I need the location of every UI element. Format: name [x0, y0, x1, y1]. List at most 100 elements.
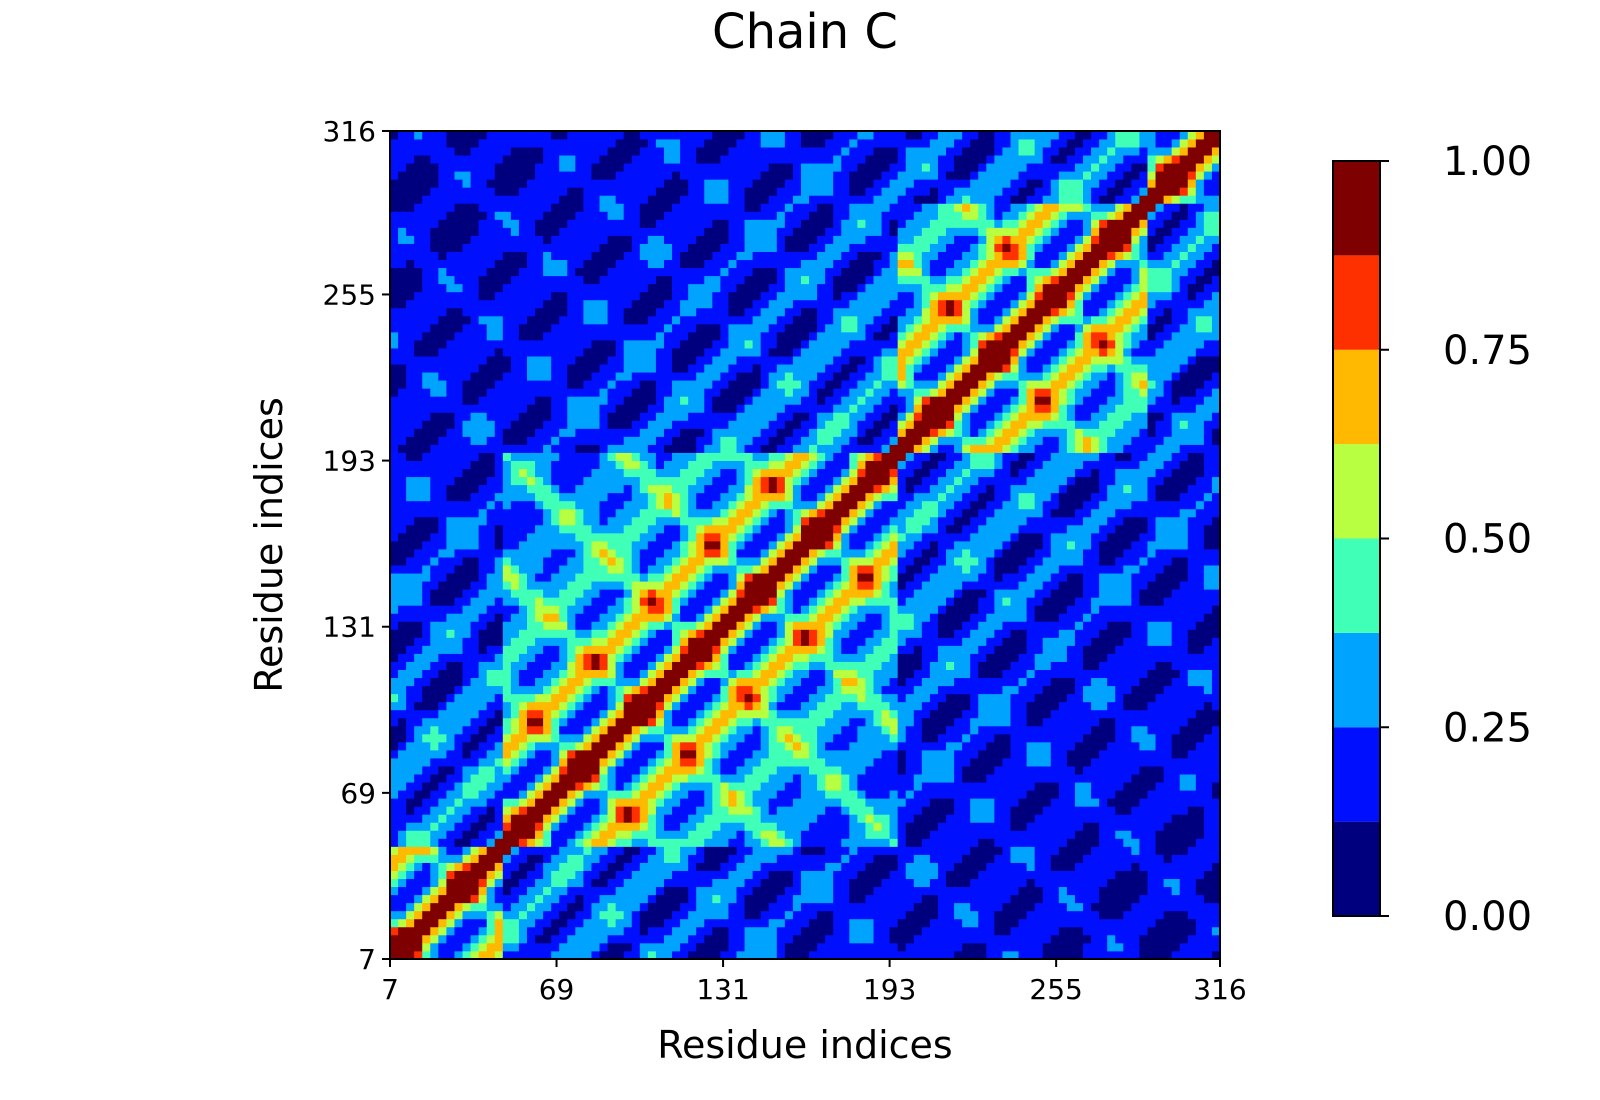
heatmap-cell	[631, 886, 641, 896]
heatmap-cell	[551, 460, 560, 470]
heatmap-cell	[760, 581, 770, 590]
heatmap-cell	[406, 661, 415, 670]
heatmap-cell	[414, 283, 423, 293]
heatmap-cell	[744, 918, 754, 928]
heatmap-cell	[688, 468, 697, 478]
heatmap-cell	[494, 139, 504, 148]
heatmap-cell	[486, 380, 496, 389]
heatmap-cell	[502, 774, 512, 783]
heatmap-cell	[760, 758, 770, 767]
heatmap-cell	[639, 693, 649, 703]
heatmap-cell	[510, 878, 520, 888]
heatmap-cell	[430, 259, 439, 269]
heatmap-cell	[494, 669, 504, 679]
heatmap-cell	[615, 926, 625, 936]
heatmap-cell	[535, 171, 544, 180]
heatmap-cell	[760, 782, 770, 791]
heatmap-cell	[535, 605, 544, 614]
heatmap-cell	[575, 814, 584, 823]
heatmap-cell	[478, 565, 488, 574]
heatmap-cell	[390, 267, 399, 277]
heatmap-cell	[406, 629, 415, 638]
heatmap-cell	[615, 460, 625, 470]
heatmap-cell	[494, 307, 504, 317]
heatmap-cell	[470, 139, 480, 148]
heatmap-cell	[760, 557, 770, 566]
heatmap-cell	[454, 364, 463, 373]
heatmap-cell	[494, 677, 504, 687]
heatmap-cell	[599, 910, 608, 920]
heatmap-cell	[510, 846, 520, 855]
heatmap-cell	[494, 653, 504, 662]
heatmap-cell	[567, 950, 576, 960]
heatmap-cell	[736, 348, 745, 357]
heatmap-cell	[680, 163, 689, 172]
heatmap-cell	[639, 934, 649, 944]
heatmap-cell	[607, 725, 617, 735]
heatmap-cell	[551, 717, 560, 727]
heatmap-cell	[454, 790, 463, 799]
heatmap-cell	[744, 741, 754, 751]
heatmap-cell	[567, 299, 576, 309]
heatmap-cell	[599, 854, 608, 863]
heatmap-cell	[446, 766, 455, 775]
heatmap-cell	[615, 372, 625, 381]
heatmap-cell	[760, 605, 770, 614]
heatmap-cell	[462, 412, 471, 421]
heatmap-cell	[583, 476, 592, 486]
heatmap-cell	[543, 950, 552, 960]
heatmap-cell	[712, 613, 721, 622]
heatmap-cell	[510, 653, 520, 662]
heatmap-cell	[526, 404, 536, 413]
heatmap-cell	[518, 565, 528, 574]
heatmap-cell	[728, 139, 737, 148]
heatmap-cell	[599, 404, 608, 413]
heatmap-cell	[422, 267, 431, 277]
heatmap-cell	[672, 203, 681, 212]
heatmap-cell	[736, 243, 745, 252]
heatmap-cell	[623, 934, 633, 944]
heatmap-cell	[720, 798, 729, 807]
heatmap-cell	[559, 902, 568, 912]
heatmap-cell	[752, 677, 762, 687]
heatmap-cell	[494, 621, 504, 630]
heatmap-cell	[390, 323, 399, 333]
heatmap-cell	[623, 814, 633, 823]
heatmap-cell	[462, 894, 471, 904]
heatmap-cell	[639, 227, 649, 236]
heatmap-cell	[462, 219, 471, 228]
heatmap-cell	[398, 806, 407, 815]
heatmap-cell	[446, 709, 455, 719]
heatmap-cell	[599, 500, 608, 510]
heatmap-cell	[672, 227, 681, 236]
heatmap-cell	[551, 733, 560, 743]
heatmap-cell	[446, 886, 455, 896]
heatmap-cell	[414, 460, 423, 470]
heatmap-cell	[510, 741, 520, 751]
heatmap-cell	[398, 195, 407, 204]
heatmap-cell	[470, 187, 480, 196]
heatmap-cell	[414, 259, 423, 269]
heatmap-cell	[502, 323, 512, 333]
heatmap-cell	[486, 774, 496, 783]
heatmap-cell	[736, 926, 745, 936]
heatmap-cell	[454, 822, 463, 831]
heatmap-cell	[422, 709, 431, 719]
heatmap-cell	[398, 283, 407, 293]
heatmap-cell	[672, 163, 681, 172]
heatmap-cell	[599, 902, 608, 912]
heatmap-cell	[663, 862, 673, 871]
heatmap-cell	[535, 709, 544, 719]
heatmap-cell	[406, 524, 415, 534]
heatmap-cell	[551, 396, 560, 405]
heatmap-cell	[696, 163, 705, 172]
heatmap-cell	[591, 637, 600, 646]
heatmap-cell	[680, 653, 689, 662]
heatmap-cell	[712, 227, 721, 236]
heatmap-cell	[760, 838, 770, 847]
heatmap-cell	[551, 589, 560, 598]
heatmap-cell	[591, 364, 600, 373]
heatmap-cell	[422, 782, 431, 791]
heatmap-cell	[486, 372, 496, 381]
heatmap-cell	[639, 219, 649, 228]
